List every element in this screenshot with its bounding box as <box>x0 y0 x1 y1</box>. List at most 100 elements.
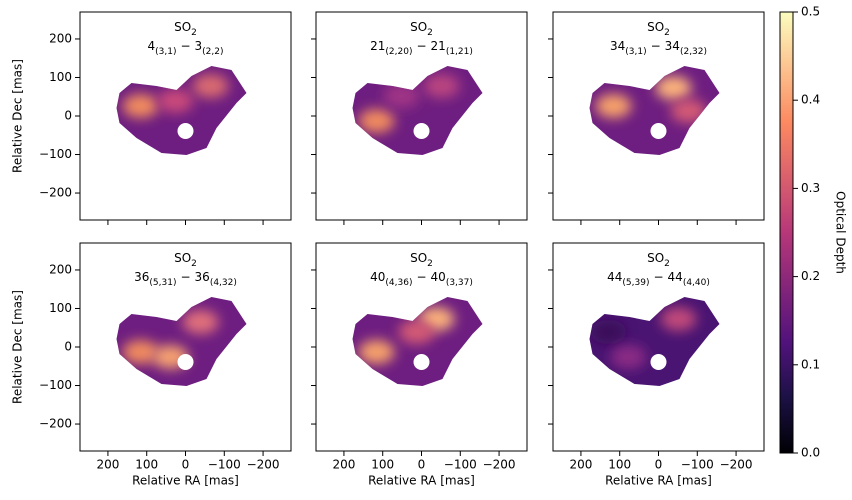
colorbar-tick-label: 0.3 <box>801 181 820 195</box>
upper-level: 4 <box>147 39 155 53</box>
upper-level: 36 <box>134 270 149 284</box>
x-tick-label: 200 <box>569 458 592 472</box>
map-feature <box>610 345 647 369</box>
upper-sub: (2,20) <box>385 47 412 57</box>
lower-level: 34 <box>665 39 680 53</box>
panel-molecule: SO2 <box>410 20 433 38</box>
separator: − <box>653 270 663 284</box>
optical-depth-map <box>352 297 483 386</box>
panel-transition: 44(5,39) −44(4,40) <box>607 270 710 288</box>
colorbar-tick-label: 0.1 <box>801 357 820 371</box>
molecule-sub: 2 <box>427 28 433 38</box>
panel-molecule: SO2 <box>647 20 670 38</box>
lower-sub: (2,2) <box>202 47 223 57</box>
x-tick-label: −100 <box>208 458 241 472</box>
molecule: SO <box>410 20 427 34</box>
colorbar-label: Optical Depth <box>834 191 848 274</box>
x-tick-label: 100 <box>135 458 158 472</box>
separator: − <box>180 270 190 284</box>
x-tick-label: −100 <box>444 458 477 472</box>
separator: − <box>651 39 661 53</box>
molecule-sub: 2 <box>664 28 670 38</box>
map-hole <box>177 123 194 139</box>
map-feature <box>423 74 460 98</box>
upper-level: 34 <box>610 39 625 53</box>
separator: − <box>180 39 190 53</box>
y-tick-label: −100 <box>39 378 72 392</box>
y-tick-label: −200 <box>39 417 72 431</box>
map-hole <box>413 354 430 370</box>
upper-level: 44 <box>607 270 622 284</box>
x-tick-label: 0 <box>418 458 426 472</box>
map-texture <box>352 297 483 386</box>
molecule: SO <box>647 20 664 34</box>
map-feature <box>383 84 420 108</box>
y-axis-label: Relative Dec [mas] <box>11 290 25 404</box>
upper-sub: (3,1) <box>625 47 646 57</box>
lower-sub: (4,32) <box>210 278 237 288</box>
x-tick-label: 100 <box>371 458 394 472</box>
y-tick-label: 0 <box>64 340 72 354</box>
panel-molecule: SO2 <box>647 251 670 269</box>
panel-transition: 40(4,36) −40(3,37) <box>370 270 473 288</box>
map-feature <box>660 307 697 331</box>
separator: − <box>416 270 426 284</box>
optical-depth-map <box>589 66 720 155</box>
map-texture <box>352 66 483 155</box>
optical-depth-map <box>116 66 247 155</box>
lower-sub: (1,21) <box>446 47 473 57</box>
map-texture <box>116 66 247 155</box>
panel-molecule: SO2 <box>174 251 197 269</box>
x-tick-label: 200 <box>332 458 355 472</box>
molecule: SO <box>174 251 191 265</box>
y-tick-label: 0 <box>64 109 72 123</box>
panel-molecule: SO2 <box>410 251 433 269</box>
y-tick-label: 100 <box>49 301 72 315</box>
optical-depth-map <box>589 297 720 386</box>
separator: − <box>416 39 426 53</box>
upper-sub: (5,31) <box>149 278 176 288</box>
y-tick-label: 100 <box>49 70 72 84</box>
map-feature <box>122 340 159 364</box>
molecule-sub: 2 <box>191 28 197 38</box>
x-tick-label: 100 <box>608 458 631 472</box>
upper-level: 21 <box>370 39 385 53</box>
y-tick-label: −100 <box>39 147 72 161</box>
molecule-sub: 2 <box>191 259 197 269</box>
panel-transition: 21(2,20) −21(1,21) <box>370 39 473 57</box>
map-feature <box>157 89 194 113</box>
x-tick-label: −200 <box>247 458 280 472</box>
lower-sub: (4,40) <box>683 278 710 288</box>
map-feature <box>670 99 707 123</box>
panel-transition: 36(5,31) −36(4,32) <box>134 270 237 288</box>
molecule: SO <box>647 251 664 265</box>
map-feature <box>398 320 435 344</box>
x-axis-label: Relative RA [mas] <box>605 474 712 488</box>
map-feature <box>192 74 229 98</box>
x-tick-label: −200 <box>483 458 516 472</box>
optical-depth-map <box>116 297 247 386</box>
map-feature <box>590 320 627 344</box>
x-tick-label: 0 <box>182 458 190 472</box>
upper-sub: (5,39) <box>622 278 649 288</box>
panel-transition: 4(3,1) −3(2,2) <box>147 39 223 57</box>
map-base <box>352 66 483 155</box>
colorbar-tick-label: 0.0 <box>801 446 820 460</box>
map-hole <box>413 123 430 139</box>
y-axis-label: Relative Dec [mas] <box>11 59 25 173</box>
x-tick-label: −200 <box>720 458 753 472</box>
lower-level: 36 <box>195 270 210 284</box>
map-hole <box>177 354 194 370</box>
colorbar <box>779 11 794 454</box>
upper-level: 40 <box>370 270 385 284</box>
map-hole <box>650 354 667 370</box>
molecule: SO <box>410 251 427 265</box>
x-tick-label: 0 <box>655 458 663 472</box>
upper-sub: (4,36) <box>385 278 412 288</box>
x-axis-label: Relative RA [mas] <box>132 474 239 488</box>
x-tick-label: 200 <box>96 458 119 472</box>
y-tick-label: −200 <box>39 186 72 200</box>
colorbar-tick-label: 0.4 <box>801 93 820 107</box>
x-tick-label: −100 <box>681 458 714 472</box>
